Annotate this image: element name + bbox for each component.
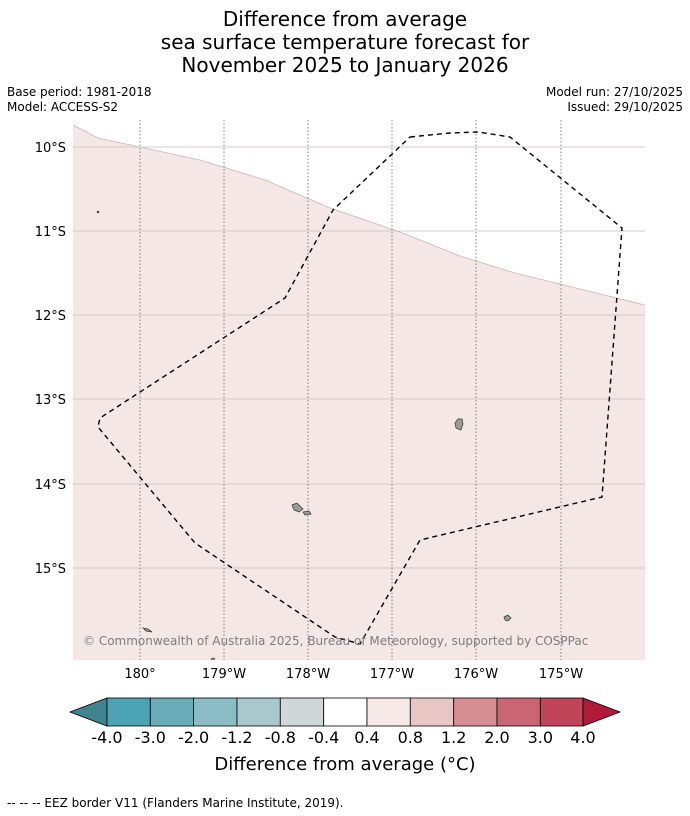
colorbar-extend-low — [68, 697, 108, 727]
lat-label-10s: 10°S — [35, 141, 66, 156]
colorbar-seg-11 — [539, 697, 584, 727]
lat-label-11s: 11°S — [35, 225, 66, 240]
colorbar-label-3: -2.0 — [177, 728, 210, 747]
colorbar-label-8: 0.8 — [397, 728, 424, 747]
colorbar-seg-6 — [323, 697, 368, 727]
colorbar-seg-10 — [496, 697, 541, 727]
model-name: Model: ACCESS-S2 — [7, 100, 119, 114]
islands — [96, 210, 512, 660]
colorbar-label-10: 2.0 — [484, 728, 510, 747]
island-south-edge-a — [141, 627, 153, 633]
island-southwest-b — [302, 510, 312, 516]
colorbar-title: Difference from average (°C) — [214, 754, 476, 775]
anomaly-boundary — [73, 124, 645, 306]
colorbar-label-6: -0.4 — [308, 728, 340, 747]
island-south-edge-b — [210, 657, 216, 660]
lon-label-177w: 177°W — [370, 667, 414, 682]
lon-labels: 180° 179°W 178°W 177°W 176°W 175°W — [124, 667, 583, 682]
lon-label-180: 180° — [124, 667, 155, 682]
lat-label-12s: 12°S — [35, 309, 66, 324]
colorbar-seg-7 — [366, 697, 411, 727]
island-southwest-a — [291, 502, 304, 513]
colorbar — [68, 697, 622, 727]
lat-labels: 10°S 11°S 12°S 13°S 14°S 15°S — [35, 141, 66, 577]
colorbar-label-4: -1.2 — [221, 728, 253, 747]
lon-label-178w: 178°W — [286, 667, 330, 682]
map-area — [73, 120, 645, 660]
lon-label-176w: 176°W — [454, 667, 498, 682]
islet-west — [96, 210, 100, 214]
colorbar-label-12: 4.0 — [570, 728, 596, 747]
title-line-1: Difference from average — [222, 7, 468, 31]
meta-left: Base period: 1981-2018 Model: ACCESS-S2 — [7, 85, 152, 115]
island-east — [454, 418, 464, 431]
map-grid — [73, 120, 645, 660]
colorbar-seg-8 — [409, 697, 455, 727]
title-line-3: November 2025 to January 2026 — [181, 53, 509, 77]
colorbar-seg-9 — [453, 697, 498, 727]
footnote-eez-source: -- -- -- EEZ border V11 (Flanders Marine… — [7, 796, 344, 810]
colorbar-seg-1 — [106, 697, 151, 727]
island-southeast — [503, 614, 512, 622]
lat-label-13s: 13°S — [35, 393, 66, 408]
lat-label-15s: 15°S — [35, 562, 66, 577]
colorbar-seg-4 — [236, 697, 281, 727]
title-line-2: sea surface temperature forecast for — [160, 30, 530, 54]
colorbar-label-5: -0.8 — [264, 728, 296, 747]
lat-label-14s: 14°S — [35, 478, 66, 493]
colorbar-label-11: 3.0 — [527, 728, 554, 747]
lon-label-179w: 179°W — [202, 667, 246, 682]
model-run: Model run: 27/10/2025 — [545, 85, 683, 99]
meta-right: Model run: 27/10/2025 Issued: 29/10/2025 — [546, 85, 683, 115]
map-title: Difference from average sea surface temp… — [0, 8, 690, 77]
colorbar-seg-5 — [279, 697, 325, 727]
colorbar-extend-high — [582, 697, 622, 727]
sst-anomaly-region — [73, 125, 645, 660]
base-period: Base period: 1981-2018 — [7, 85, 152, 99]
issued-date: Issued: 29/10/2025 — [567, 100, 683, 114]
colorbar-seg-3 — [193, 697, 238, 727]
colorbar-seg-2 — [149, 697, 195, 727]
lon-label-175w: 175°W — [539, 667, 583, 682]
colorbar-label-1: -4.0 — [91, 728, 123, 747]
copyright-notice: © Commonwealth of Australia 2025, Bureau… — [83, 634, 588, 648]
colorbar-label-9: 1.2 — [440, 728, 467, 747]
colorbar-label-7: 0.4 — [354, 728, 380, 747]
eez-border — [97, 131, 623, 645]
colorbar-label-2: -3.0 — [134, 728, 166, 747]
